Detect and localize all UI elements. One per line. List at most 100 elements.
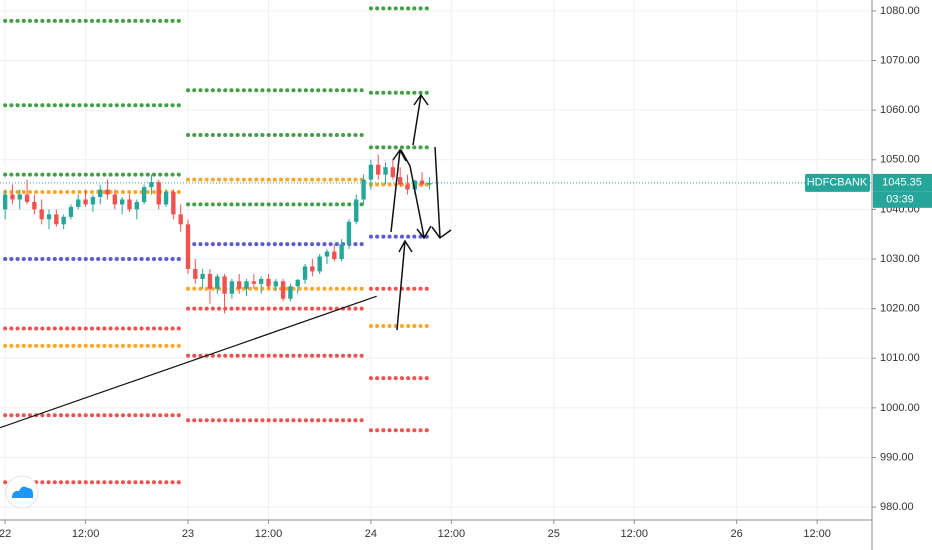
x-tick-label: 24: [365, 528, 377, 540]
candle-body: [310, 266, 315, 272]
y-tick-label: 1070.00: [880, 54, 920, 66]
candle-body: [46, 214, 52, 220]
arrow: [390, 148, 407, 233]
candle-body: [68, 206, 74, 217]
candle-body: [215, 276, 220, 289]
candle-body: [244, 281, 249, 289]
candle-body: [141, 187, 147, 202]
candle-body: [185, 224, 191, 269]
candle-body: [200, 273, 205, 279]
candle-body: [76, 199, 81, 207]
candle-body: [17, 194, 22, 200]
candle-body: [361, 179, 366, 200]
candle-body: [229, 281, 235, 294]
candle-body: [61, 216, 66, 225]
candle-body: [397, 177, 403, 185]
candle-body: [376, 164, 381, 175]
candle-body: [346, 221, 352, 245]
axes: [0, 0, 873, 550]
x-tick-label: 22: [0, 528, 11, 540]
trend-line: [0, 295, 377, 429]
candle-body: [288, 286, 293, 299]
arrow: [431, 146, 452, 240]
candle-body: [134, 201, 139, 210]
candle-body: [105, 189, 110, 195]
y-tick-label: 1010.00: [880, 352, 920, 364]
candle-body: [163, 192, 169, 205]
arrow: [396, 239, 413, 331]
candle-body: [258, 278, 264, 284]
candle-body: [427, 182, 432, 185]
candle-body: [149, 182, 154, 188]
arrow: [400, 149, 425, 238]
x-tick-label: 12:00: [620, 528, 648, 540]
candle-body: [112, 194, 118, 205]
plot-area: [0, 0, 872, 520]
y-tick-label: 980.00: [880, 501, 914, 513]
arrow: [416, 225, 432, 240]
symbol-label: HDFCBANK: [807, 177, 868, 189]
logo: [5, 475, 39, 509]
candle-body: [354, 199, 359, 222]
x-tick-label: 26: [731, 528, 743, 540]
x-tick-label: 12:00: [803, 528, 831, 540]
price-label: 1045.35: [882, 177, 922, 189]
countdown-box: [873, 191, 932, 208]
annotation-arrows: [390, 93, 452, 331]
y-tick-label: 1020.00: [880, 303, 920, 315]
candle-body: [127, 199, 132, 210]
candle-body: [193, 268, 198, 279]
candle-body: [83, 199, 88, 205]
candle-body: [405, 184, 410, 190]
candle-body: [412, 180, 417, 190]
candle-body: [222, 276, 227, 294]
candle-body: [295, 279, 300, 287]
candle-body: [324, 251, 330, 257]
candle-body: [207, 273, 213, 289]
candle-body: [280, 281, 286, 299]
candle-body: [39, 209, 44, 220]
logo-cloud: [12, 486, 33, 498]
candle-body: [171, 192, 176, 215]
x-tick-label: 25: [548, 528, 560, 540]
candle-body: [156, 182, 161, 205]
candle-body: [98, 189, 103, 197]
y-tick-label: 990.00: [880, 451, 914, 463]
candle-body: [419, 180, 425, 185]
candle-body: [2, 194, 8, 210]
price-labels: 980.00 990.00 1000.00 1010.00 1020.00 1030.00…: [0, 5, 932, 540]
candle-body: [302, 266, 308, 280]
symbol-box: [805, 173, 870, 192]
x-tick-label: 12:00: [438, 528, 466, 540]
candle-body: [119, 199, 125, 205]
countdown-label: 03:39: [886, 194, 914, 206]
candle-body: [251, 281, 257, 284]
candle-body: [332, 251, 337, 260]
candle-body: [10, 194, 15, 200]
x-tick-label: 23: [182, 528, 194, 540]
candle-body: [368, 164, 374, 180]
candle-body: [317, 256, 322, 272]
y-tick-label: 1030.00: [880, 253, 920, 265]
y-tick-label: 1060.00: [880, 104, 920, 116]
y-tick-label: 1000.00: [880, 402, 920, 414]
candle-body: [390, 167, 396, 178]
candle-body: [90, 196, 96, 205]
candle-body: [266, 278, 271, 287]
candle-body: [339, 244, 344, 260]
y-tick-label: 1050.00: [880, 154, 920, 166]
y-tick-label: 1080.00: [880, 5, 920, 17]
arrow: [412, 93, 429, 146]
x-tick-label: 12:00: [72, 528, 100, 540]
candle-body: [32, 201, 37, 210]
candle-body: [237, 281, 242, 289]
candle-body: [383, 167, 388, 175]
candle-body: [24, 194, 30, 202]
candle-body: [54, 214, 59, 225]
x-tick-label: 12:00: [255, 528, 283, 540]
candle-body: [273, 281, 278, 287]
price-box: [873, 173, 932, 192]
candle-body: [178, 214, 183, 225]
